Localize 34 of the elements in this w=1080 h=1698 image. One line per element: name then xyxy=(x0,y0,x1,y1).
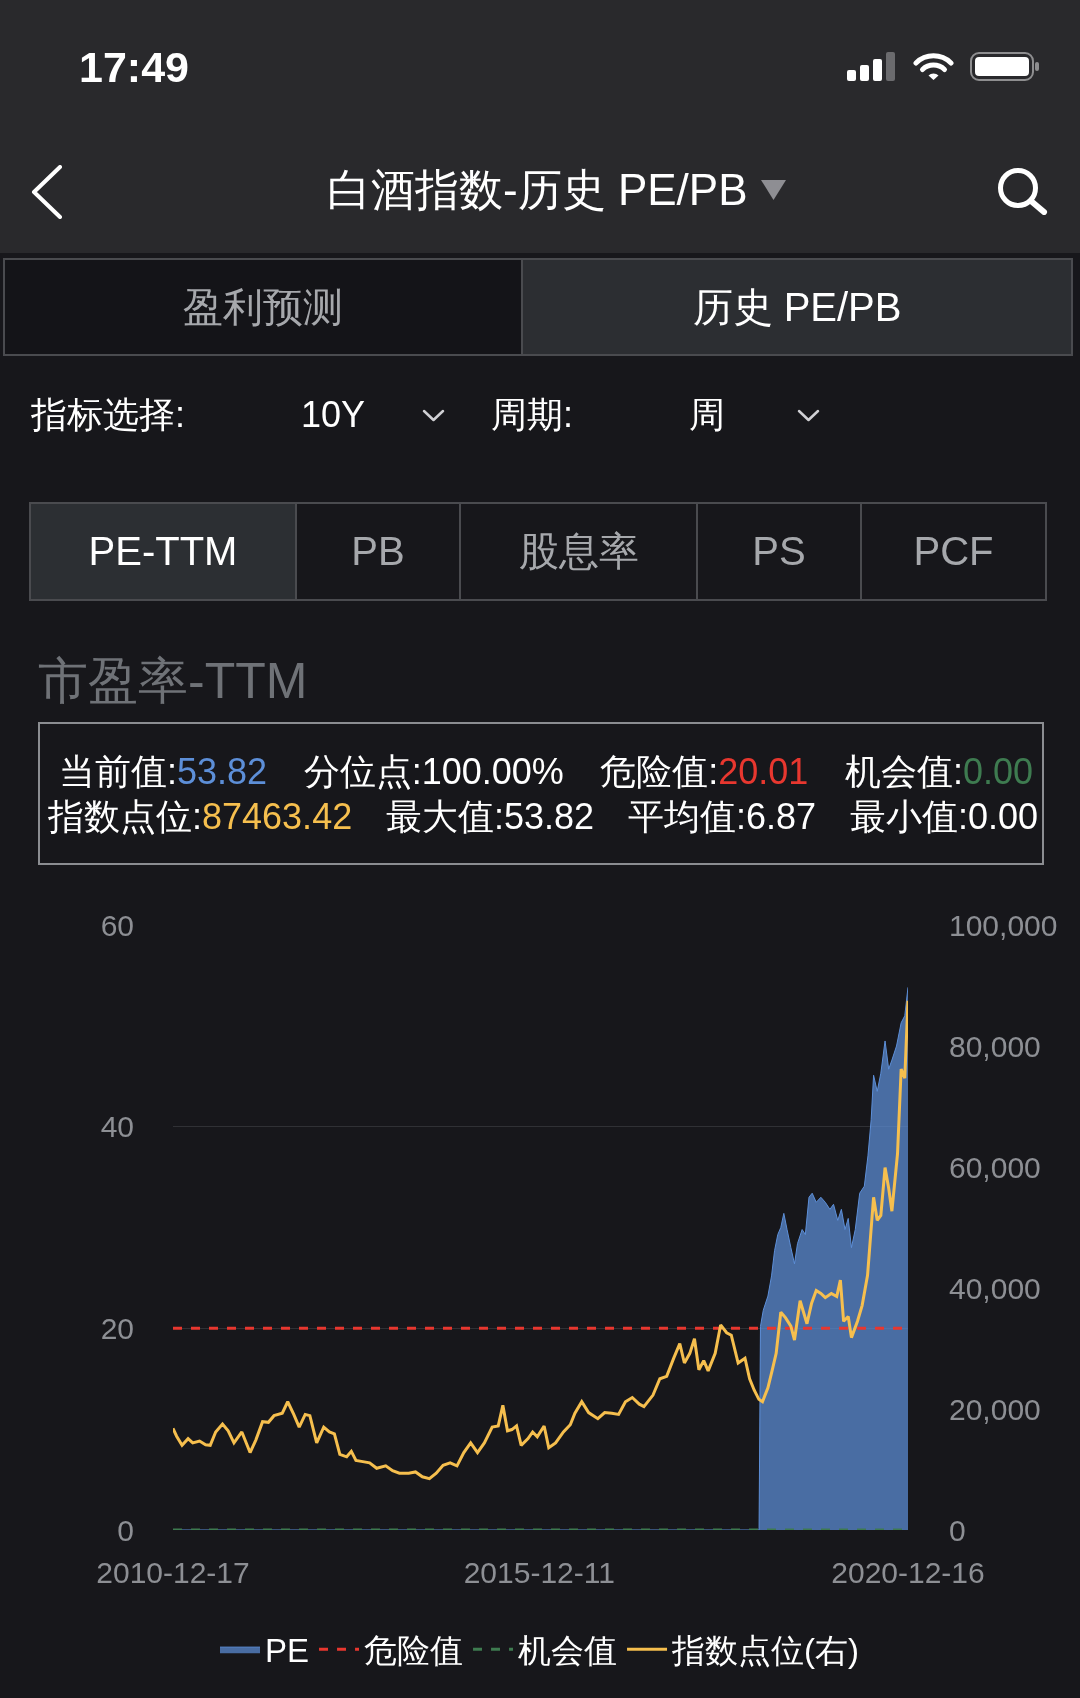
y2-tick-label: 60,000 xyxy=(949,1150,1041,1184)
text: 最大值:53.82 xyxy=(386,795,595,839)
text: 17:49 xyxy=(79,43,189,91)
y-tick-label: 20 xyxy=(100,1311,134,1345)
y2-tick-label: 0 xyxy=(949,1513,966,1547)
x-tick-label: 2010-12-17 xyxy=(96,1556,250,1589)
text: 危险值:20.01 xyxy=(600,750,809,794)
text: 指标选择: xyxy=(31,393,186,437)
y2-tick-label: 80,000 xyxy=(949,1029,1041,1063)
x-tick-label: 2015-12-11 xyxy=(463,1556,615,1589)
text: 最小值:0.00 xyxy=(849,795,1038,839)
legend-label: 指数点位(右) xyxy=(671,1632,860,1670)
text: 指数点位:87463.42 xyxy=(48,795,353,839)
y2-tick-label: 40,000 xyxy=(949,1271,1041,1305)
y-tick-label: 60 xyxy=(100,908,134,942)
text: 周 xyxy=(689,393,725,437)
y2-tick-label: 20,000 xyxy=(949,1392,1041,1426)
text: 分位点:100.00% xyxy=(303,750,564,794)
chart-subtitle: 市盈率-TTM xyxy=(38,652,308,710)
y-tick-label: 0 xyxy=(117,1513,134,1547)
text: 平均值:6.87 xyxy=(627,795,817,839)
segmented-control: 盈利预测 历史 PE/PB xyxy=(3,258,1073,356)
text: 10Y xyxy=(301,393,366,437)
legend-label: 机会值 xyxy=(518,1632,618,1670)
tab-bar: PE-TTM PB 股息率 PS PCF xyxy=(29,502,1047,601)
y-tick-label: 40 xyxy=(100,1110,134,1144)
text: 周期: xyxy=(491,393,574,437)
x-tick-label: 2020-12-16 xyxy=(831,1556,985,1589)
legend-label: 危险值 xyxy=(364,1632,464,1670)
y2-tick-label: 100,000 xyxy=(949,908,1058,942)
chart-title: 白酒指数-历史 PE/PB xyxy=(327,164,748,216)
text: 机会值:0.00 xyxy=(844,750,1033,794)
text: 当前值:53.82 xyxy=(59,750,268,794)
legend-label: PE xyxy=(265,1632,310,1670)
